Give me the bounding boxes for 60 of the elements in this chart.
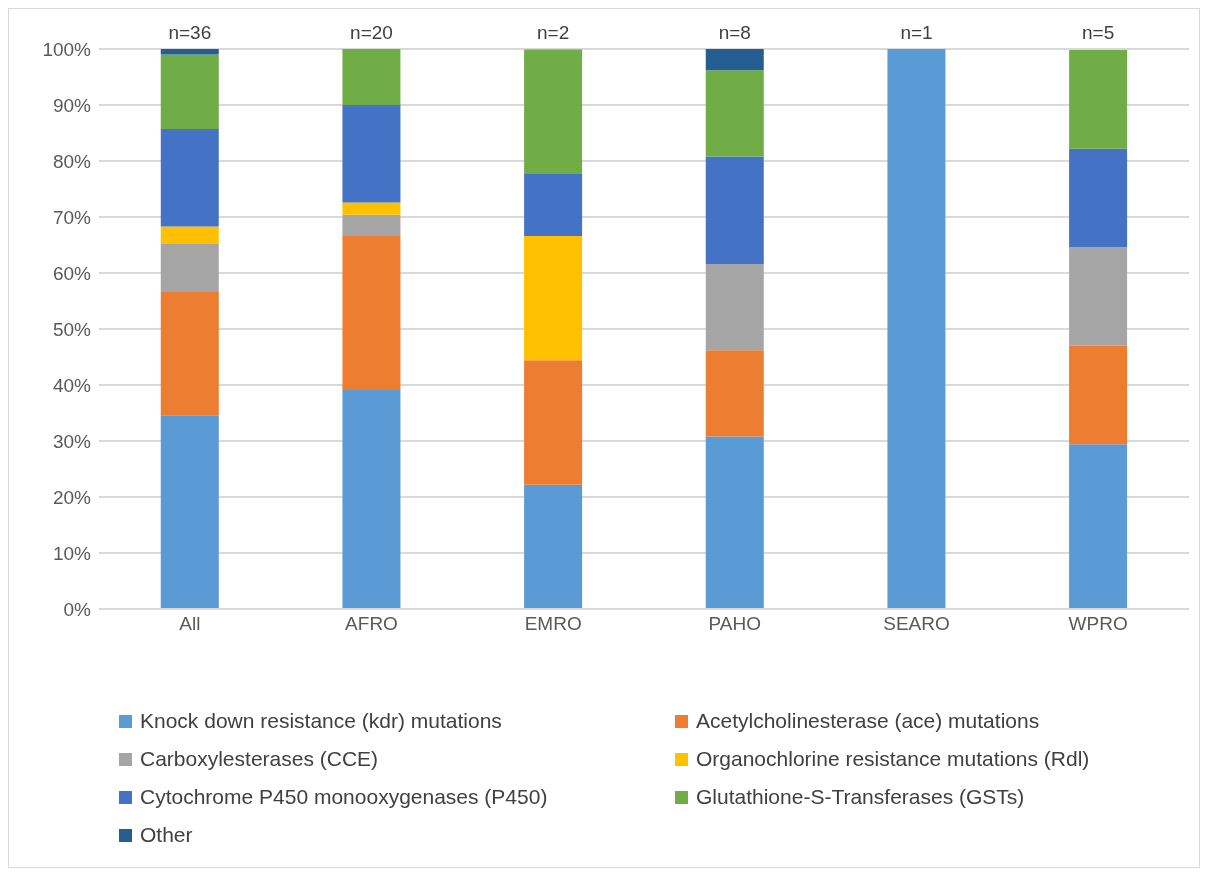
bar xyxy=(524,173,583,237)
bar xyxy=(1069,345,1128,445)
legend-label: Organochlorine resistance mutations (Rdl) xyxy=(696,747,1090,771)
bar xyxy=(524,236,583,361)
bar xyxy=(1069,148,1128,248)
annotation: n=8 xyxy=(718,22,751,43)
y-tick-label: 80% xyxy=(52,150,92,172)
bar xyxy=(705,350,764,437)
x-tick-label: All xyxy=(179,613,201,635)
y-tick-label: 90% xyxy=(52,94,92,116)
bar xyxy=(160,415,219,609)
annotation: n=5 xyxy=(1082,22,1115,43)
bar xyxy=(342,202,401,215)
bar xyxy=(160,49,219,55)
bar xyxy=(160,54,219,130)
bar xyxy=(342,236,401,391)
bar xyxy=(342,390,401,609)
bar xyxy=(342,49,401,105)
bar xyxy=(160,243,219,293)
y-tick-label: 40% xyxy=(52,374,92,396)
legend-label: Cytochrome P450 monooxygenases (P450) xyxy=(140,785,548,809)
bar xyxy=(705,264,764,351)
y-tick-label: 20% xyxy=(52,486,92,508)
annotation: n=1 xyxy=(900,22,933,43)
y-tick-label: 30% xyxy=(52,430,92,452)
y-tick-label: 0% xyxy=(63,598,92,620)
bar xyxy=(1069,247,1128,346)
bar xyxy=(524,484,583,609)
bar xyxy=(342,105,401,203)
legend-label: Knock down resistance (kdr) mutations xyxy=(140,709,502,733)
bar xyxy=(705,436,764,609)
y-tick-label: 100% xyxy=(42,38,92,60)
bar xyxy=(160,226,219,244)
legend-label: Glutathione-S-Transferases (GSTs) xyxy=(696,785,1025,809)
bar xyxy=(524,360,583,485)
legend-label: Carboxylesterases (CCE) xyxy=(140,747,379,771)
bar xyxy=(705,49,764,71)
bar xyxy=(1069,50,1128,149)
x-tick-label: EMRO xyxy=(524,613,582,635)
annotation: n=20 xyxy=(350,22,393,43)
annotation: n=2 xyxy=(537,22,570,43)
x-tick-label: PAHO xyxy=(708,613,762,635)
y-tick-label: 60% xyxy=(52,262,92,284)
bar xyxy=(524,49,583,174)
bar xyxy=(160,292,219,416)
x-tick-label: WPRO xyxy=(1068,613,1128,635)
legend-label: Other xyxy=(140,823,193,847)
legend-label: Acetylcholinesterase (ace) mutations xyxy=(696,709,1040,733)
y-tick-label: 70% xyxy=(52,206,92,228)
bar xyxy=(1069,444,1128,609)
y-tick-label: 10% xyxy=(52,542,92,564)
bar xyxy=(887,49,946,609)
bar xyxy=(160,129,219,227)
y-tick-label: 50% xyxy=(52,318,92,340)
annotation: n=36 xyxy=(168,22,212,43)
x-tick-label: AFRO xyxy=(345,613,398,635)
x-tick-label: SEARO xyxy=(883,613,950,635)
bar xyxy=(705,156,764,265)
bar xyxy=(342,214,401,237)
bar xyxy=(705,70,764,157)
